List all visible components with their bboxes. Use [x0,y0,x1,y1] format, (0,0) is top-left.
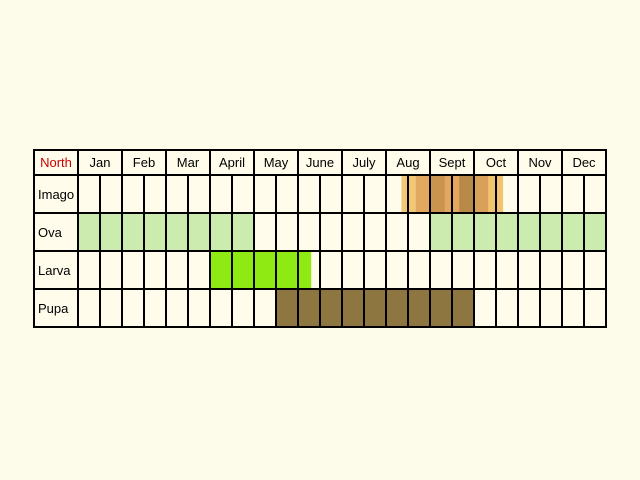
imago-band-1-stripe [415,176,431,212]
stage-label: Imago [38,187,74,202]
imago-band-1-stripe [473,176,489,212]
month-label: Aug [396,155,419,170]
month-label: June [306,155,334,170]
month-label: Nov [528,155,552,170]
month-label: Sept [439,155,466,170]
month-label: Feb [133,155,155,170]
month-label: April [219,155,245,170]
stage-label: Ova [38,225,63,240]
month-label: May [264,155,289,170]
month-label: Oct [486,155,507,170]
month-label: July [352,155,376,170]
month-label: Mar [177,155,200,170]
pupa-band-1 [276,290,474,326]
stage-label: Pupa [38,301,69,316]
stage-label: Larva [38,263,71,278]
grid-lines [33,149,607,328]
month-label: Dec [572,155,596,170]
region-label: North [40,155,72,170]
larva-band-1 [210,252,312,288]
imago-band-1-stripe [459,176,475,212]
labels: North Jan Feb Mar April May June July Aug Sept Oc… [38,155,596,316]
month-label: Jan [90,155,111,170]
imago-band-1-stripe [430,176,446,212]
